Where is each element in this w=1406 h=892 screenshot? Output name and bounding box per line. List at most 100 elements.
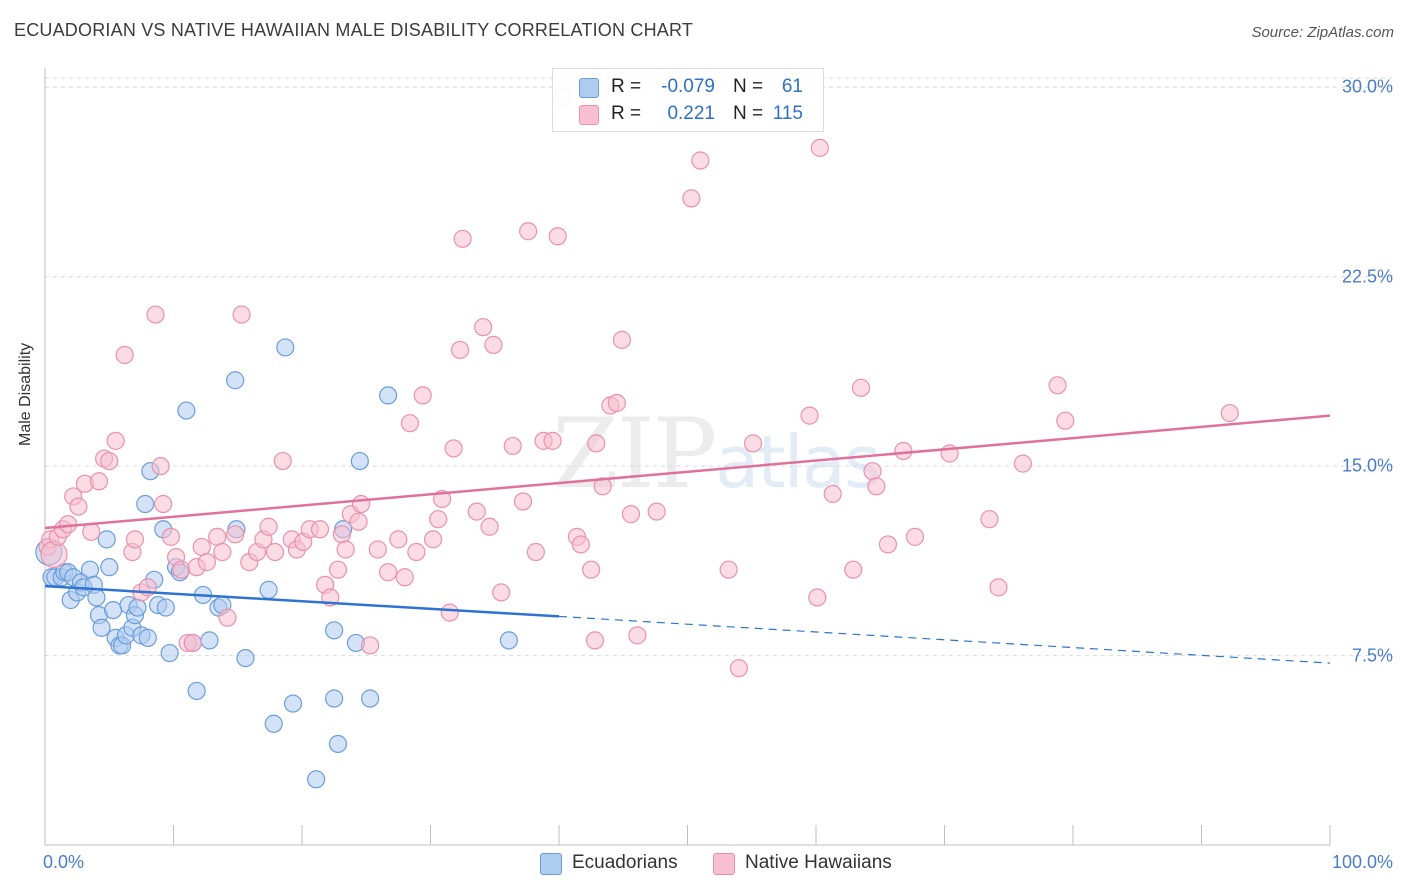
native-hawaiian-point [800, 406, 819, 425]
native-hawaiian-point [218, 608, 237, 627]
ecuadorian-point [200, 631, 219, 650]
native-hawaiian-point [328, 560, 348, 579]
ecuadorian-point [361, 689, 380, 708]
native-hawaiian-point [40, 540, 68, 569]
native-hawaiian-point [197, 553, 217, 572]
native-hawaiian-point [980, 510, 999, 529]
ecuadorian-point [160, 643, 179, 663]
native-hawaiian-point [519, 222, 538, 241]
native-hawaiian-point [336, 540, 355, 559]
native-hawaiian-point [863, 462, 882, 481]
native-hawaiian-point [474, 318, 493, 337]
native-hawaiian-point [453, 229, 472, 248]
ecuadorian-point [80, 560, 100, 579]
native-hawaiian-point [82, 522, 101, 541]
native-hawaiian-swatch [713, 853, 735, 875]
native-hawaiian-point [192, 537, 211, 557]
native-hawaiian-point [361, 636, 380, 655]
ecuadorian-point [264, 714, 283, 733]
native-hawaiian-point [628, 626, 647, 645]
x-tick-label-max: 100.0% [1331, 852, 1393, 872]
ecuadorian-point [187, 681, 206, 701]
native-hawaiian-point [1013, 454, 1032, 473]
native-hawaiian-point [593, 477, 612, 496]
native-hawaiian-point [265, 542, 285, 562]
native-hawaiian-point [894, 441, 913, 461]
watermark: ZIPatlas [552, 398, 881, 510]
native-hawaiian-point [867, 477, 886, 496]
chart-title: ECUADORIAN VS NATIVE HAWAIIAN MALE DISAB… [14, 20, 694, 40]
ecuadorian-point [283, 694, 303, 713]
native-hawaiian-point [1220, 403, 1239, 423]
native-hawaiian-point [208, 527, 227, 546]
ecuadorian-point [97, 530, 116, 549]
native-hawaiian-point [310, 520, 330, 539]
ecuadorian-point [325, 621, 344, 640]
native-hawaiian-point [823, 484, 842, 504]
native-hawaiian-point [503, 436, 522, 456]
native-hawaiian-point [226, 525, 245, 544]
native-hawaiian-point [587, 434, 606, 453]
native-hawaiian-point [429, 510, 448, 529]
native-hawaiian-swatch [579, 105, 599, 125]
n-label: N = [733, 103, 764, 124]
legend: Ecuadorians Native Hawaiians [0, 852, 1406, 878]
y-axis-label: Male Disability [17, 342, 34, 446]
axes [44, 68, 1331, 846]
native-hawaiian-point [332, 525, 351, 544]
native-hawaiian-point [423, 530, 443, 549]
native-hawaiian-point [571, 535, 590, 554]
native-hawaiian-point [612, 330, 632, 349]
native-hawaiian-point [115, 345, 134, 365]
native-hawaiian-point [259, 517, 278, 536]
native-hawaiian-point [444, 439, 463, 458]
native-hawaiian-point [585, 631, 605, 650]
native-hawaiian-point [146, 305, 165, 324]
ecuadorian-point [350, 451, 369, 471]
native-hawaiian-point [607, 393, 626, 413]
source-note: Source: ZipAtlas.com [1251, 24, 1394, 41]
native-hawaiian-point [808, 588, 827, 607]
native-hawaiian-point [719, 560, 738, 579]
native-hawaiian-point [682, 189, 701, 208]
native-hawaiian-point [1048, 376, 1067, 395]
r-label: R = [611, 76, 642, 97]
native-hawaiian-point [407, 542, 426, 562]
ecuadorian-point [104, 600, 123, 620]
stats-row-ecuadorians: R = -0.079 N = 61 [553, 74, 823, 100]
correlation-stats-box: R = -0.079 N = 61 R = 0.221 N = 115 [552, 68, 824, 132]
native-hawaiian-point [526, 542, 545, 562]
native-hawaiian-point [106, 431, 125, 450]
native-hawaiian-point [395, 568, 414, 587]
ecuadorian-trend-line [44, 584, 560, 618]
native-hawaiian-point [851, 378, 871, 397]
n-value: 115 [772, 103, 803, 124]
ecuadorian-point [226, 371, 245, 390]
n-label: N = [733, 76, 764, 97]
native-hawaiian-points [38, 88, 1239, 678]
ecuadorian-point [156, 598, 175, 617]
y-tick-label: 7.5% [1351, 645, 1393, 666]
native-hawaiian-point [400, 414, 420, 433]
ecuadorian-point [177, 401, 196, 420]
native-hawaiian-point [183, 633, 202, 653]
ecuadorian-point [128, 598, 147, 617]
native-hawaiian-point [232, 305, 251, 324]
ecuadorian-points [35, 338, 518, 789]
ecuadorian-swatch [540, 853, 562, 875]
ecuadorian-point [307, 770, 326, 789]
native-hawaiian-point [151, 457, 170, 476]
r-value: -0.079 [661, 76, 715, 97]
native-hawaiian-point [989, 578, 1008, 597]
native-hawaiian-point [213, 542, 232, 562]
native-hawaiian-point [513, 492, 533, 511]
x-tick-label-min: 0.0% [43, 852, 85, 872]
ecuadorian-point [259, 580, 278, 599]
ecuadorian-point [136, 494, 155, 514]
native-hawaiian-point [548, 227, 567, 246]
native-hawaiian-point [480, 517, 499, 536]
native-hawaiian-point [729, 659, 749, 678]
y-tick-label: 15.0% [1341, 455, 1393, 476]
native-hawaiian-point [905, 527, 925, 546]
